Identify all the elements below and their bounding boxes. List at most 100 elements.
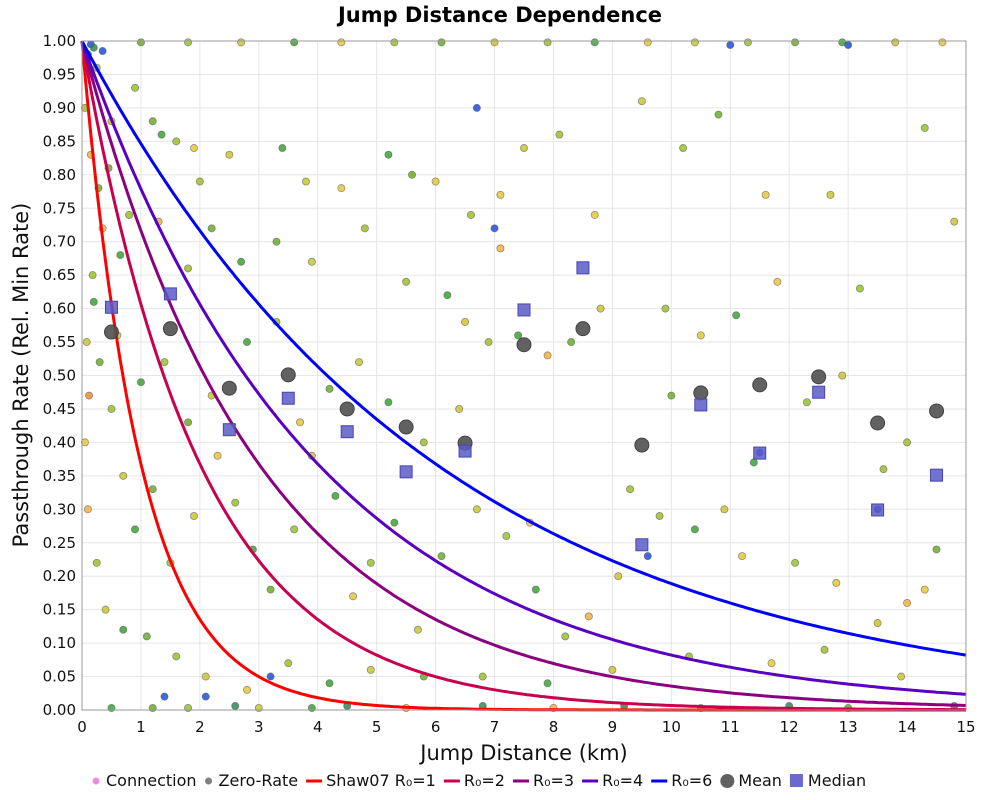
data-point	[189, 144, 198, 153]
median-marker	[517, 303, 531, 317]
data-point	[384, 398, 393, 407]
data-point	[266, 585, 275, 594]
data-point	[337, 184, 346, 193]
data-point	[608, 665, 617, 674]
data-point	[231, 498, 240, 507]
y-tick-label: 0.05	[43, 668, 76, 686]
data-point	[732, 311, 741, 320]
data-point	[136, 378, 145, 387]
data-point	[254, 703, 263, 712]
data-point	[272, 237, 281, 246]
median-marker	[458, 444, 472, 458]
x-tick-label: 10	[662, 718, 681, 736]
plot-frame	[81, 40, 967, 711]
data-point	[455, 404, 464, 413]
data-point	[237, 38, 246, 47]
legend: Connection Zero-Rate Shaw07 R₀=1 R₀=2 R₀=3 R₀…	[92, 771, 866, 790]
data-point	[679, 144, 688, 153]
data-point	[307, 257, 316, 266]
data-point	[431, 177, 440, 186]
data-point	[584, 612, 593, 621]
y-tick-label: 1.00	[43, 32, 76, 50]
x-tick-label: 1	[136, 718, 146, 736]
x-tick-label: 9	[608, 718, 618, 736]
legend-square-icon	[789, 774, 803, 787]
median-marker	[694, 398, 708, 412]
data-point	[98, 47, 107, 56]
median-marker	[340, 425, 354, 439]
legend-dot-icon	[92, 777, 100, 785]
data-point	[136, 38, 145, 47]
legend-label: Zero-Rate	[219, 771, 299, 790]
x-tick-label: 0	[77, 718, 87, 736]
data-point	[413, 625, 422, 634]
y-tick-label: 0.55	[43, 333, 76, 351]
legend-circle-icon	[720, 774, 735, 788]
data-point	[950, 217, 959, 226]
scatter-points	[80, 38, 959, 712]
data-point	[496, 190, 505, 199]
y-tick-label: 0.15	[43, 601, 76, 619]
data-point	[390, 38, 399, 47]
data-point	[266, 672, 275, 681]
y-tick-label: 0.90	[43, 99, 76, 117]
legend-label: R₀=2	[464, 771, 505, 790]
curve-r0-3	[80, 40, 967, 707]
data-point	[201, 692, 210, 701]
data-point	[325, 384, 334, 393]
data-point	[402, 277, 411, 286]
median-marker	[104, 300, 118, 314]
data-point	[472, 505, 481, 514]
data-point	[331, 491, 340, 500]
curve-r0-4	[80, 40, 967, 696]
mean-marker	[516, 337, 532, 353]
data-point	[419, 438, 428, 447]
data-point	[643, 38, 652, 47]
y-tick-label: 0.70	[43, 233, 76, 251]
curve-r0-2	[80, 40, 966, 712]
data-point	[119, 471, 128, 480]
data-point	[172, 652, 181, 661]
data-point	[920, 123, 929, 132]
y-tick-label: 0.00	[43, 701, 76, 719]
data-point	[360, 224, 369, 233]
y-tick-label: 0.10	[43, 634, 76, 652]
x-tick-label: 11	[721, 718, 740, 736]
grid	[81, 40, 967, 711]
data-point	[290, 38, 299, 47]
data-point	[290, 525, 299, 534]
data-point	[932, 545, 941, 554]
data-point	[773, 277, 782, 286]
curve-r0-6	[80, 40, 967, 657]
data-point	[85, 391, 94, 400]
mean-marker	[693, 385, 709, 401]
data-point	[349, 592, 358, 601]
x-tick-label: 14	[898, 718, 917, 736]
data-point	[720, 505, 729, 514]
y-tick-label: 0.80	[43, 166, 76, 184]
data-point	[832, 578, 841, 587]
y-tick-label: 0.20	[43, 567, 76, 585]
data-point	[490, 38, 499, 47]
mean-marker	[811, 369, 827, 385]
data-point	[590, 38, 599, 47]
data-point	[366, 665, 375, 674]
data-point	[189, 511, 198, 520]
median-marker	[399, 465, 413, 479]
mean-marker	[162, 321, 178, 337]
data-point	[791, 38, 800, 47]
y-ticks: 0.00 0.05 0.10 0.15 0.20 0.25 0.30 0.35 0.40 0.45…	[43, 32, 76, 719]
data-point	[107, 404, 116, 413]
data-point	[461, 317, 470, 326]
data-point	[738, 552, 747, 561]
data-point	[696, 331, 705, 340]
data-point	[903, 598, 912, 607]
x-tick-label: 12	[780, 718, 799, 736]
data-point	[225, 150, 234, 159]
x-tick-label: 4	[313, 718, 323, 736]
data-point	[466, 210, 475, 219]
data-point	[125, 210, 134, 219]
legend-label: Median	[808, 771, 866, 790]
data-point	[555, 130, 564, 139]
data-point	[83, 505, 92, 514]
